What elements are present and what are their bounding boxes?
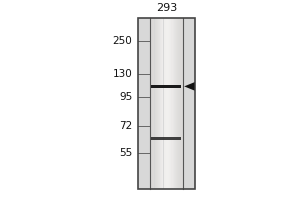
Bar xyxy=(166,18,167,189)
Bar xyxy=(151,18,152,189)
Bar xyxy=(159,18,160,189)
Text: 72: 72 xyxy=(119,121,132,131)
Text: 95: 95 xyxy=(119,92,132,102)
Bar xyxy=(157,18,158,189)
Bar xyxy=(183,18,184,189)
Bar xyxy=(171,18,172,189)
Bar xyxy=(156,18,157,189)
Bar xyxy=(138,18,195,189)
Bar xyxy=(158,18,159,189)
Bar xyxy=(138,18,195,189)
Bar xyxy=(179,18,180,189)
Bar xyxy=(152,85,181,88)
Bar xyxy=(170,18,171,189)
Bar xyxy=(161,18,162,189)
Bar xyxy=(153,18,154,189)
Bar xyxy=(152,137,181,140)
Bar xyxy=(178,18,179,189)
Text: 130: 130 xyxy=(112,69,132,79)
Bar xyxy=(180,18,181,189)
Bar xyxy=(150,18,151,189)
Bar xyxy=(174,18,175,189)
Bar xyxy=(172,18,174,189)
Polygon shape xyxy=(184,82,195,91)
Bar xyxy=(176,18,177,189)
Bar xyxy=(167,18,168,189)
Bar xyxy=(165,18,166,189)
Bar xyxy=(168,18,169,189)
Bar xyxy=(177,18,178,189)
Bar xyxy=(162,18,164,189)
Bar xyxy=(164,18,165,189)
Text: 293: 293 xyxy=(156,3,177,13)
Text: 55: 55 xyxy=(119,148,132,158)
Bar xyxy=(160,18,161,189)
Bar xyxy=(152,18,153,189)
Bar xyxy=(169,18,170,189)
Bar xyxy=(182,18,183,189)
Bar xyxy=(175,18,176,189)
Text: 250: 250 xyxy=(112,36,132,46)
Bar xyxy=(154,18,156,189)
